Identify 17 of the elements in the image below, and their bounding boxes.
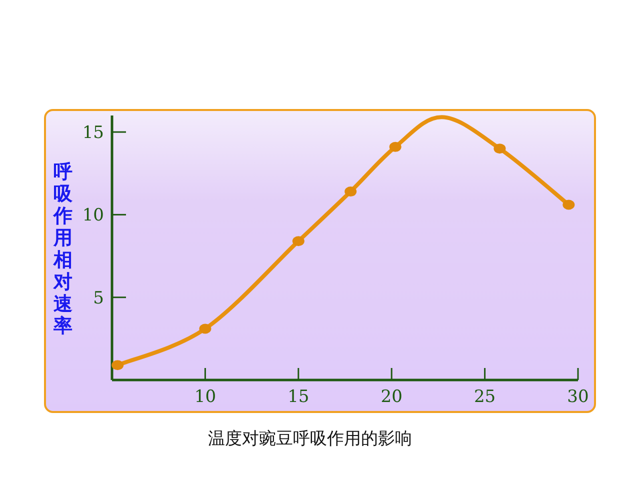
- x-tick-label: 25: [474, 387, 496, 407]
- y-tick-label: 10: [82, 206, 104, 226]
- x-tick-label: 30: [567, 387, 589, 407]
- point: [199, 324, 212, 334]
- point: [562, 200, 575, 210]
- point: [344, 186, 357, 197]
- point: [494, 144, 506, 154]
- y-tick-label: 15: [82, 123, 104, 144]
- point: [112, 360, 124, 370]
- y-tick-label: 5: [93, 288, 104, 308]
- y-axis-title: 呼吸作用相对速率: [52, 161, 74, 337]
- point: [389, 142, 402, 152]
- text: 温度对豌豆呼吸作用的影响: [208, 429, 412, 449]
- x-tick-label: 10: [194, 387, 216, 407]
- x-tick-label: 15: [288, 387, 310, 407]
- point: [292, 236, 304, 246]
- x-tick-label: 20: [380, 387, 402, 407]
